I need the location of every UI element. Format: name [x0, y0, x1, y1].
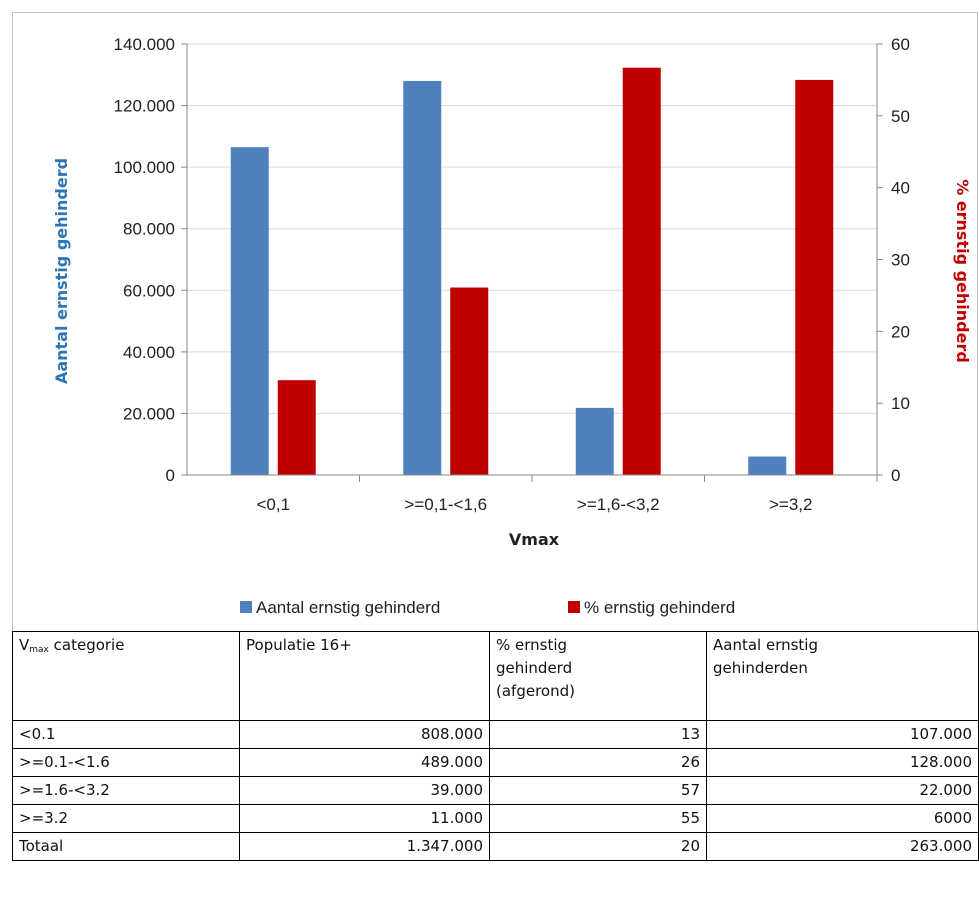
row-percent: 26	[489, 748, 707, 777]
table-row: >=1.6-<3.2 39.000 57 22.000	[12, 776, 979, 805]
right-tick-label: 50	[891, 107, 910, 126]
right-tick-label: 0	[891, 466, 900, 485]
header-percent: % ernstig gehinderd (afgerond)	[489, 631, 707, 721]
x-tick-label: >=3,2	[769, 495, 813, 514]
right-tick-label: 60	[891, 35, 910, 54]
table-row: <0.1 808.000 13 107.000	[12, 720, 979, 749]
row-population: 1.347.000	[239, 832, 490, 861]
row-category: >=1.6-<3.2	[12, 776, 240, 805]
left-axis-title: Aantal ernstig gehinderd	[52, 158, 71, 384]
row-category: Totaal	[12, 832, 240, 861]
x-axis-title: Vmax	[509, 530, 560, 549]
row-category: >=3.2	[12, 804, 240, 833]
left-tick-label: 40.000	[123, 343, 175, 362]
bar-count	[748, 456, 787, 475]
table-row-total: Totaal 1.347.000 20 263.000	[12, 832, 979, 861]
row-population: 489.000	[239, 748, 490, 777]
left-tick-label: 60.000	[123, 281, 175, 300]
legend-label-pct: % ernstig gehinderd	[584, 598, 735, 617]
x-tick-label: <0,1	[256, 495, 290, 514]
legend-label-count: Aantal ernstig gehinderd	[256, 598, 440, 617]
left-tick-label: 0	[166, 466, 175, 485]
legend-swatch-pct	[568, 601, 580, 613]
bar-count	[230, 147, 269, 475]
labels: 0 20.000 40.000 60.000 80.000 100.000 120.000 1…	[114, 35, 910, 514]
row-count: 6000	[706, 804, 979, 833]
gridlines	[187, 43, 877, 414]
left-tick-label: 20.000	[123, 404, 175, 423]
left-tick-label: 140.000	[114, 35, 175, 54]
row-percent: 20	[489, 832, 707, 861]
left-tick-label: 120.000	[114, 97, 175, 116]
row-count: 107.000	[706, 720, 979, 749]
row-count: 22.000	[706, 776, 979, 805]
row-category: <0.1	[12, 720, 240, 749]
bars	[230, 67, 834, 476]
row-population: 39.000	[239, 776, 490, 805]
row-count: 128.000	[706, 748, 979, 777]
data-table: Vmax categorie Populatie 16+ % ernstig ge…	[12, 631, 979, 861]
legend-swatch-count	[240, 601, 252, 613]
chart-panel: 0 20.000 40.000 60.000 80.000 100.000 120.000 1…	[12, 12, 978, 632]
table-header-row: Vmax categorie Populatie 16+ % ernstig ge…	[12, 631, 979, 721]
bar-count	[403, 80, 442, 475]
header-vmax-category: Vmax categorie	[12, 631, 240, 721]
right-tick-label: 10	[891, 394, 910, 413]
left-tick-label: 100.000	[114, 158, 175, 177]
header-population: Populatie 16+	[239, 631, 490, 721]
x-tick-label: >=0,1-<1,6	[404, 495, 487, 514]
bar-count	[575, 407, 614, 475]
row-count: 263.000	[706, 832, 979, 861]
bar-chart: 0 20.000 40.000 60.000 80.000 100.000 120.000 1…	[52, 35, 972, 617]
bar-percent	[622, 67, 661, 475]
bar-percent	[795, 79, 834, 476]
x-tick-label: >=1,6-<3,2	[577, 495, 660, 514]
legend: Aantal ernstig gehinderd % ernstig gehin…	[240, 598, 735, 617]
row-population: 11.000	[239, 804, 490, 833]
row-category: >=0.1-<1.6	[12, 748, 240, 777]
table-row: >=3.2 11.000 55 6000	[12, 804, 979, 833]
row-percent: 57	[489, 776, 707, 805]
row-percent: 13	[489, 720, 707, 749]
right-tick-label: 30	[891, 251, 910, 270]
table-row: >=0.1-<1.6 489.000 26 128.000	[12, 748, 979, 777]
bar-percent	[277, 380, 316, 475]
bar-percent	[450, 287, 489, 475]
right-axis-title: % ernstig gehinderd	[953, 179, 972, 363]
header-count: Aantal ernstig gehinderden	[706, 631, 979, 721]
left-tick-label: 80.000	[123, 220, 175, 239]
row-percent: 55	[489, 804, 707, 833]
right-tick-label: 40	[891, 179, 910, 198]
axes	[181, 43, 883, 482]
right-tick-label: 20	[891, 322, 910, 341]
row-population: 808.000	[239, 720, 490, 749]
